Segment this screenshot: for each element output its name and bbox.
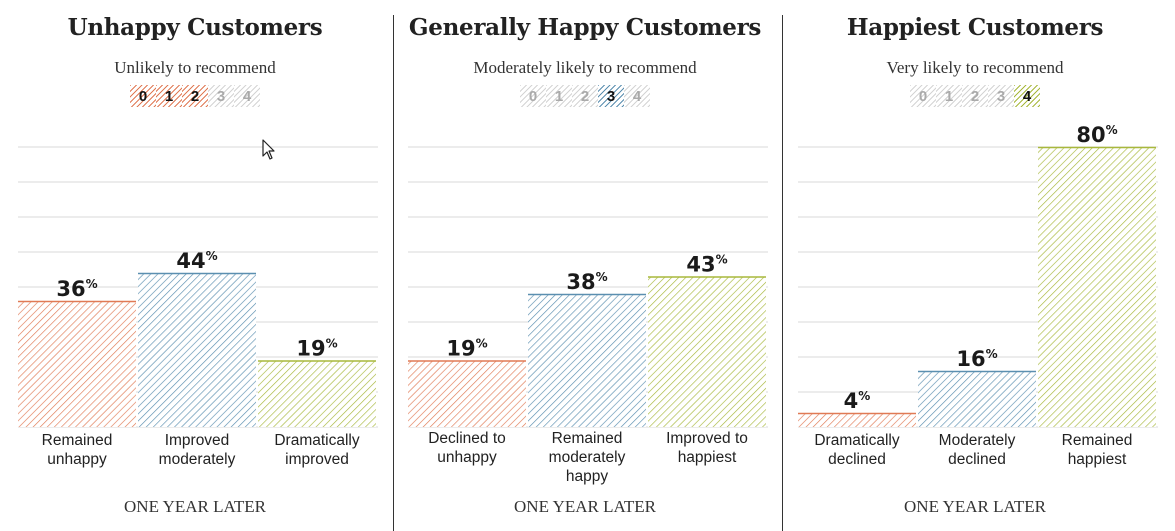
scale-item-1: 1: [936, 85, 962, 107]
category-label: Improved moderately: [158, 432, 236, 468]
bar-value-label: 80%: [1076, 123, 1117, 147]
bar-value-number: 36: [56, 277, 85, 301]
bar: [648, 276, 766, 427]
bar: [1038, 147, 1156, 427]
panel-unhappy: Unhappy Customers Unlikely to recommend 0 1…: [0, 0, 390, 531]
scale-item-1: 1: [156, 85, 182, 107]
bar-value-label: 44%: [176, 249, 217, 273]
scale-item-4: 4: [1014, 85, 1040, 107]
bar-value-unit: %: [476, 337, 488, 351]
scale-item-4: 4: [234, 85, 260, 107]
bar: [258, 360, 376, 427]
category-label: Moderately declined: [938, 432, 1016, 468]
bar-value-unit: %: [858, 389, 870, 403]
bar-value-label: 16%: [956, 347, 997, 371]
panel-divider: [393, 15, 394, 531]
bar-value-unit: %: [206, 249, 218, 263]
scale-item-1: 1: [546, 85, 572, 107]
bar-value-number: 16: [956, 347, 985, 371]
bar: [138, 273, 256, 427]
category-label: Declined to unhappy: [428, 430, 506, 466]
scale-item-0: 0: [130, 85, 156, 107]
chart-subtitle: Unlikely to recommend: [114, 58, 276, 77]
scale-item-3: 3: [208, 85, 234, 107]
scale-item-2: 2: [182, 85, 208, 107]
panel-generally-happy: Generally Happy Customers Moderately like…: [390, 0, 780, 531]
scale-item-0: 0: [520, 85, 546, 107]
bar-value-unit: %: [86, 277, 98, 291]
category-label: Dramatically improved: [274, 432, 360, 468]
bar: [18, 301, 136, 427]
category-label: Remained moderately happy: [548, 430, 626, 485]
bar-chart: 36%44%19%: [18, 146, 378, 428]
bar-value-label: 36%: [56, 277, 97, 301]
bar-value-number: 4: [844, 389, 859, 413]
x-axis-label: ONE YEAR LATER: [124, 497, 266, 516]
category-label: Remained unhappy: [41, 432, 113, 468]
bar-value-unit: %: [986, 347, 998, 361]
bar: [798, 413, 916, 427]
scale-item-0: 0: [910, 85, 936, 107]
panel-happiest: Happiest Customers Very likely to recomme…: [780, 0, 1170, 531]
category-label: Improved to happiest: [666, 430, 748, 466]
chart-subtitle: Very likely to recommend: [886, 58, 1064, 77]
chart-subtitle: Moderately likely to recommend: [473, 58, 697, 77]
bar-chart: 4%16%80%: [798, 123, 1158, 428]
mouse-cursor-icon: [262, 139, 275, 160]
chart-title: Unhappy Customers: [67, 14, 323, 41]
scale-item-2: 2: [962, 85, 988, 107]
chart-title: Generally Happy Customers: [408, 14, 762, 41]
bar: [918, 371, 1036, 427]
x-axis-label: ONE YEAR LATER: [514, 497, 656, 516]
bar: [408, 360, 526, 427]
scale-item-2: 2: [572, 85, 598, 107]
bar-value-label: 4%: [844, 389, 871, 413]
chart-title: Happiest Customers: [846, 14, 1104, 41]
scale-item-3: 3: [598, 85, 624, 107]
bar-value-label: 43%: [686, 253, 727, 277]
bar-value-number: 19: [296, 337, 325, 361]
bar-value-unit: %: [716, 253, 728, 267]
panel-divider: [782, 15, 783, 531]
bar-value-number: 80: [1076, 123, 1105, 147]
bar-value-number: 38: [566, 270, 595, 294]
category-label: Remained happiest: [1061, 432, 1133, 468]
scale-item-4: 4: [624, 85, 650, 107]
x-axis-label: ONE YEAR LATER: [904, 497, 1046, 516]
bar-value-label: 38%: [566, 270, 607, 294]
bar-value-unit: %: [596, 270, 608, 284]
bar: [528, 294, 646, 427]
bar-value-unit: %: [326, 337, 338, 351]
bar-chart: 19%38%43%: [408, 146, 768, 428]
scale-item-3: 3: [988, 85, 1014, 107]
bar-value-number: 43: [686, 253, 715, 277]
category-label: Dramatically declined: [814, 432, 900, 468]
bar-value-unit: %: [1106, 123, 1118, 137]
bar-value-number: 44: [176, 249, 205, 273]
bar-value-label: 19%: [296, 337, 337, 361]
bar-value-label: 19%: [446, 337, 487, 361]
bar-value-number: 19: [446, 337, 475, 361]
